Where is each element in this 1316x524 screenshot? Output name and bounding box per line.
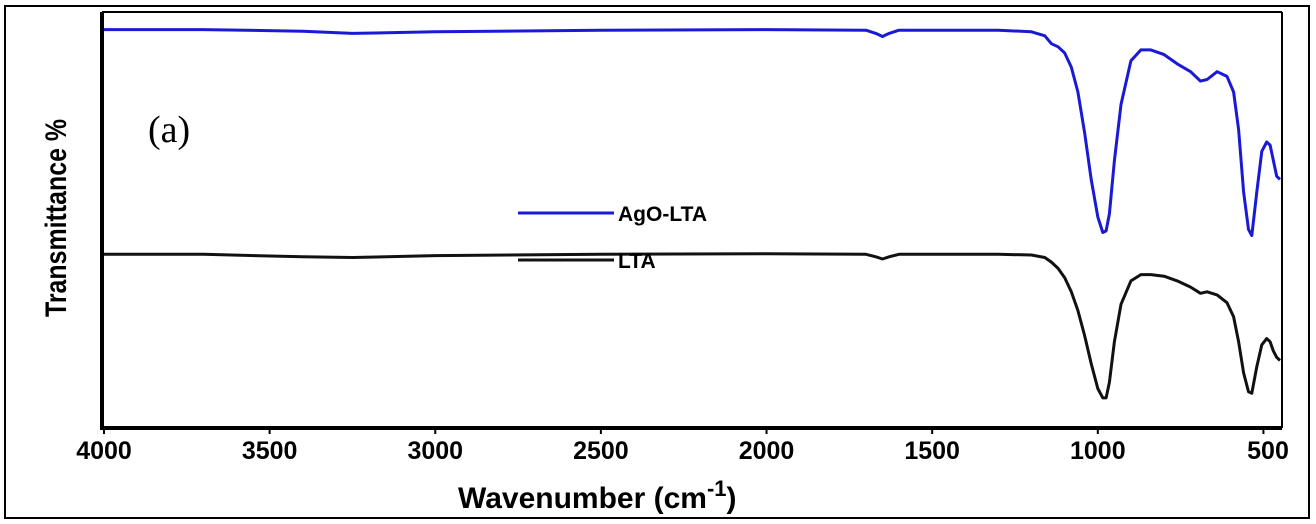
figure-frame bbox=[4, 5, 1310, 519]
x-axis-title-main: Wavenumber (cm bbox=[458, 482, 707, 515]
x-axis-title: Wavenumber (cm-1) bbox=[458, 476, 737, 515]
series-line-lta bbox=[104, 252, 1282, 400]
panel-label: (a) bbox=[148, 109, 190, 151]
x-tick-group: 4000 3500 3000 2500 2000 1500 1000 500 bbox=[76, 428, 1289, 465]
legend-label-ago-lta: AgO-LTA bbox=[618, 203, 707, 226]
x-tick-label: 1000 bbox=[1070, 437, 1126, 465]
series-group bbox=[104, 28, 1282, 400]
x-tick-label: 2500 bbox=[573, 437, 629, 465]
x-tick-label: 3500 bbox=[242, 437, 298, 465]
x-tick-label: 2000 bbox=[739, 437, 795, 465]
x-axis-title-superscript: -1 bbox=[707, 476, 727, 501]
y-axis-title: Transmittance % bbox=[40, 119, 73, 317]
legend: AgO-LTA LTA bbox=[518, 203, 707, 273]
x-tick-label: 500 bbox=[1247, 437, 1289, 465]
x-tick-label: 4000 bbox=[76, 437, 132, 465]
x-tick-label: 1500 bbox=[904, 437, 960, 465]
legend-label-lta: LTA bbox=[618, 250, 656, 273]
x-tick-label: 3000 bbox=[407, 437, 463, 465]
x-axis-title-suffix: ) bbox=[727, 482, 737, 515]
series-line-ago-lta bbox=[104, 28, 1282, 238]
